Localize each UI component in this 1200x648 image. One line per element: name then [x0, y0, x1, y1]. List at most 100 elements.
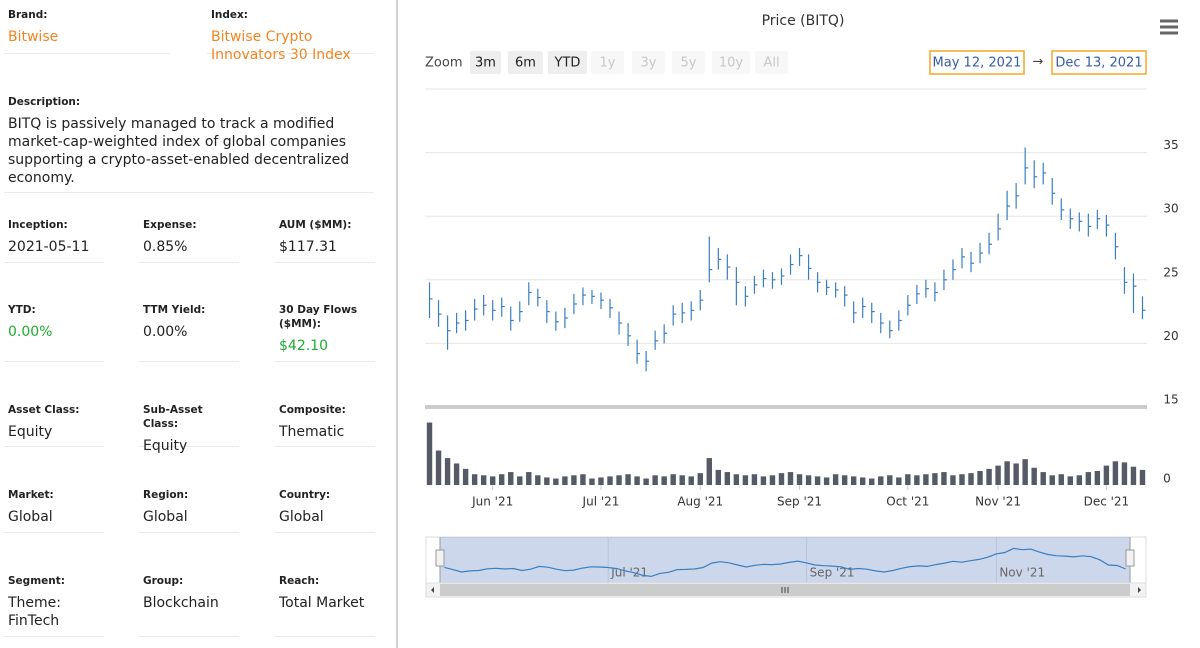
volume-bar — [968, 473, 974, 485]
volume-bar — [1076, 475, 1083, 485]
volume-bar — [1121, 462, 1128, 485]
volume-bar — [959, 474, 965, 485]
volume-bar — [1022, 459, 1028, 485]
volume-bar — [805, 475, 812, 485]
field-value: Theme: FinTech — [8, 595, 62, 629]
volume-bar — [652, 475, 658, 485]
volume-bar — [733, 474, 740, 485]
field-value: Blockchain — [143, 595, 219, 611]
field-label: Index: — [211, 9, 248, 21]
field-value: 0.00% — [143, 324, 188, 340]
volume-bar — [562, 476, 568, 485]
volume-bar — [706, 458, 712, 485]
field-label: Sub-Asset Class: — [143, 404, 203, 430]
x-tick-label: Jul '21 — [582, 495, 620, 509]
field-value: 0.85% — [143, 239, 188, 255]
x-tick-label: Sep '21 — [777, 495, 822, 509]
x-tick-label: Oct '21 — [886, 495, 929, 509]
volume-bar — [1040, 472, 1046, 485]
volume-bar — [426, 422, 433, 485]
info-field: Group: Blockchain — [139, 574, 239, 637]
volume-bar — [1004, 461, 1010, 485]
zoom-button — [755, 51, 788, 74]
volume-bar — [995, 465, 1001, 485]
field-value: $117.31 — [279, 239, 337, 255]
volume-bar — [896, 477, 902, 485]
volume-bar — [1112, 461, 1119, 485]
info-field: Composite: Thematic — [275, 403, 375, 447]
volume-bar — [453, 463, 460, 485]
field-value: Total Market — [279, 595, 365, 611]
field-label: TTM Yield: — [143, 304, 206, 316]
zoom-button-label: 1y — [600, 56, 616, 71]
y-tick-label: 15 — [1163, 393, 1178, 407]
volume-bar — [887, 475, 893, 485]
zoom-button[interactable] — [508, 51, 543, 74]
volume-bar — [1130, 466, 1137, 485]
fund-info-panel: Brand: Bitwise Index: Bitwise Crypto Innova… — [0, 0, 398, 648]
field-value: BITQ is passively managed to track a mod… — [8, 116, 350, 186]
info-field: Asset Class: Equity — [4, 403, 104, 447]
info-field: Segment: Theme: FinTech — [4, 574, 104, 637]
volume-bar — [715, 469, 722, 485]
volume-bar — [1085, 472, 1092, 485]
zoom-button[interactable] — [548, 51, 587, 74]
volume-bar — [914, 475, 920, 485]
field-label: Market: — [8, 489, 54, 501]
scrollbar-arrow[interactable] — [1138, 587, 1141, 593]
volume-bar — [661, 476, 667, 485]
field-value: 2021-05-11 — [8, 239, 90, 255]
volume-bar — [571, 475, 577, 485]
volume-bar — [950, 475, 956, 485]
chart-body: Price (BITQ) Zoom 3m 6m YTD 1y 3y 5y 10y All May 1… — [425, 13, 1179, 598]
zoom-button-label: All — [763, 56, 779, 71]
field-value: Bitwise Crypto Innovators 30 Index — [211, 29, 351, 63]
volume-bar — [1067, 476, 1073, 485]
info-field: Expense: 0.85% — [139, 218, 239, 263]
volume-bar — [841, 475, 848, 485]
volume-bar — [796, 474, 803, 485]
field-value: $42.10 — [279, 338, 328, 354]
zoom-button — [712, 51, 750, 74]
volume-bar — [679, 475, 685, 485]
volume-bar — [1058, 474, 1064, 485]
field-label: Brand: — [8, 9, 48, 21]
volume-bar — [769, 475, 776, 485]
volume-bar — [580, 474, 586, 485]
volume-bar — [489, 476, 496, 485]
volume-bar — [589, 478, 595, 485]
zoom-button[interactable] — [470, 51, 501, 74]
date-input[interactable] — [1051, 50, 1147, 75]
range-arrow: → — [1033, 55, 1044, 70]
info-field: Description: BITQ is passively managed to… — [4, 95, 374, 193]
field-label: Expense: — [143, 219, 197, 231]
navigator-handle[interactable] — [435, 549, 445, 567]
field-label: Composite: — [279, 404, 346, 416]
scrollbar-arrow[interactable] — [431, 587, 434, 593]
price-chart: Price (BITQ) Zoom 3m 6m YTD 1y 3y 5y 10y All May 1… — [425, 13, 1179, 598]
volume-bar — [1031, 467, 1037, 485]
info-field: 30 Day Flows ($MM): $42.10 — [275, 303, 375, 362]
zoom-button-label: YTD — [554, 56, 581, 71]
volume-bar — [878, 476, 884, 485]
date-input[interactable] — [929, 50, 1025, 75]
volume-bar — [643, 478, 649, 485]
zoom-button — [591, 51, 624, 74]
x-tick-label: Jun '21 — [471, 495, 513, 509]
volume-bar — [616, 475, 622, 485]
volume-bar — [860, 477, 866, 485]
volume-bar — [905, 474, 911, 485]
field-value: Global — [143, 509, 188, 525]
date-input-value: Dec 13, 2021 — [1055, 56, 1142, 71]
info-field: YTD: 0.00% — [4, 303, 104, 362]
volume-bar — [923, 474, 929, 485]
y-tick-label: 30 — [1163, 202, 1178, 216]
navigator-handle[interactable] — [1125, 549, 1135, 567]
zoom-button-label: 10y — [719, 56, 744, 71]
volume-bar — [1094, 471, 1101, 485]
pane-separator — [425, 405, 1147, 409]
volume-bar — [499, 474, 505, 485]
field-value: 0.00% — [8, 324, 53, 340]
volume-bar — [941, 472, 947, 485]
zoom-button — [672, 51, 705, 74]
